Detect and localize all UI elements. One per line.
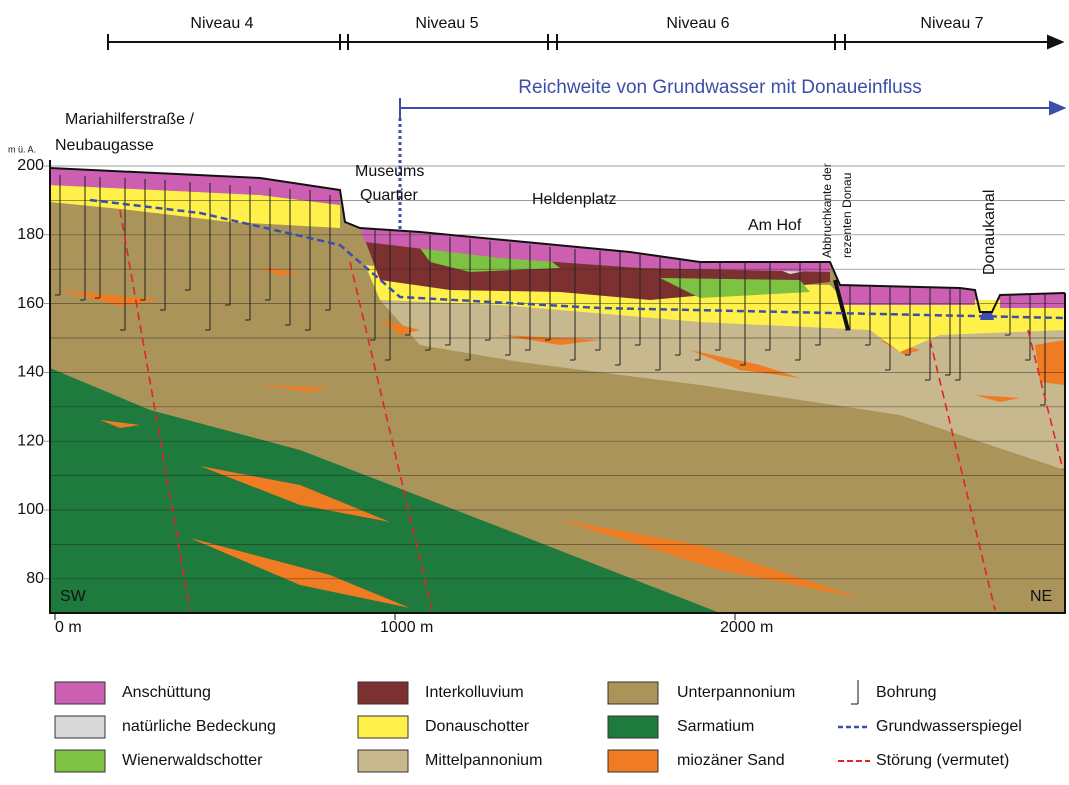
annotation: Mariahilferstraße / (65, 111, 194, 128)
y-tick-label: 100 (17, 501, 44, 518)
x-tick-label: 1000 m (380, 619, 433, 636)
annotation: SW (60, 588, 87, 605)
level-label: Niveau 5 (415, 15, 478, 32)
legend-label: Störung (vermutet) (876, 752, 1009, 769)
annotation: Quartier (360, 187, 418, 204)
y-tick-label: 120 (17, 432, 44, 449)
legend-label: miozäner Sand (677, 752, 785, 769)
annotation: rezenten Donau (840, 173, 854, 258)
y-tick-label: 140 (17, 364, 44, 381)
annotation: NE (1030, 588, 1052, 605)
annotation: Abbruchkante der (820, 163, 834, 258)
y-tick-label: 200 (17, 157, 44, 174)
legend-label: Sarmatium (677, 718, 754, 735)
cross-section: Niveau 4 Niveau 5 Niveau 6 Niveau 7 Reic… (0, 0, 1069, 780)
y-unit: m ü. A. (8, 144, 36, 154)
legend-label: Grundwasserspiegel (876, 718, 1022, 735)
x-tick-label: 2000 m (720, 619, 773, 636)
legend-label: natürliche Bedeckung (122, 718, 276, 735)
legend-label: Mittelpannonium (425, 752, 542, 769)
level-label: Niveau 7 (920, 15, 983, 32)
legend-label: Bohrung (876, 684, 937, 701)
level-label: Niveau 6 (666, 15, 729, 32)
legend-label: Wienerwaldschotter (122, 752, 263, 769)
legend-label: Interkolluvium (425, 684, 524, 701)
level-label: Niveau 4 (190, 15, 253, 32)
annotation: Museums (355, 163, 424, 180)
annotation: Am Hof (748, 217, 802, 234)
annotation: Donaukanal (981, 190, 998, 275)
y-tick-label: 180 (17, 226, 44, 243)
legend-label: Donauschotter (425, 718, 530, 735)
y-tick-label: 160 (17, 295, 44, 312)
y-tick-label: 80 (26, 570, 44, 587)
x-tick-label: 0 m (55, 619, 82, 636)
reach-label: Reichweite von Grundwasser mit Donaueinf… (518, 77, 921, 98)
legend-label: Unterpannonium (677, 684, 795, 701)
annotation: Heldenplatz (532, 191, 617, 208)
level-bar (108, 34, 1062, 50)
legend-label: Anschüttung (122, 684, 211, 701)
annotation: Neubaugasse (55, 137, 154, 154)
